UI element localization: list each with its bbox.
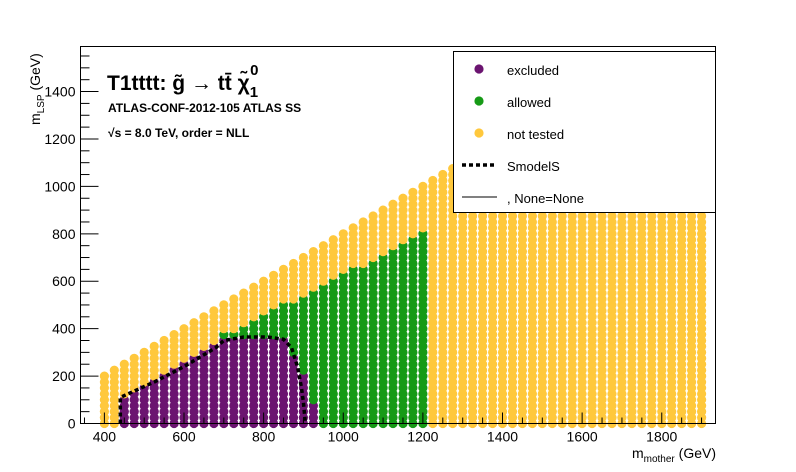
legend-marker xyxy=(474,64,484,74)
data-point xyxy=(229,294,239,304)
data-point xyxy=(308,247,318,257)
data-point xyxy=(109,365,119,375)
y-tick-label: 1200 xyxy=(44,131,75,147)
legend-label: SmodelS xyxy=(507,159,560,174)
y-tick-label: 1000 xyxy=(44,178,75,194)
y-tick-label: 400 xyxy=(52,321,76,337)
chart-title: T1tttt: g̃ → tt̄ χ̃10 xyxy=(107,62,258,101)
data-point xyxy=(278,264,289,274)
x-tick-label: 1200 xyxy=(407,429,438,445)
legend: excluded allowed not tested SmodelS , None=N… xyxy=(453,51,716,213)
data-point xyxy=(219,300,229,310)
plot-frame xyxy=(80,46,716,424)
x-tick-label: 800 xyxy=(252,429,276,445)
data-point xyxy=(328,235,338,245)
analysis-label: ATLAS-CONF-2012-105 ATLAS SS xyxy=(108,101,301,115)
data-point xyxy=(99,371,109,381)
data-point xyxy=(368,211,378,221)
y-tick-label: 0 xyxy=(68,416,76,432)
data-point xyxy=(318,241,328,251)
x-tick-label: 1600 xyxy=(567,429,598,445)
data-point xyxy=(139,347,149,357)
x-axis-ticks: 400 600 800 1000 1200 1400 1600 1800 xyxy=(83,412,703,445)
data-point xyxy=(159,335,169,346)
data-point xyxy=(259,276,269,286)
x-tick-label: 1400 xyxy=(487,429,518,445)
data-point xyxy=(418,181,428,191)
data-point xyxy=(269,270,279,280)
legend-label: , None=None xyxy=(507,191,584,206)
data-point xyxy=(149,341,159,351)
data-point xyxy=(239,288,249,298)
data-point xyxy=(428,175,438,186)
smodels-contour xyxy=(118,335,308,424)
y-axis-label: mLSP (GeV) xyxy=(27,53,47,125)
data-point xyxy=(189,318,199,328)
y-tick-label: 1400 xyxy=(44,84,75,100)
legend-marker xyxy=(474,96,484,106)
x-tick-label: 1000 xyxy=(328,429,359,445)
data-point xyxy=(438,169,448,180)
x-tick-label: 400 xyxy=(93,429,117,445)
data-point xyxy=(288,258,299,269)
data-point xyxy=(378,205,388,215)
data-point xyxy=(388,199,398,209)
data-point xyxy=(209,306,219,316)
data-point xyxy=(408,187,418,197)
data-point xyxy=(129,353,139,363)
legend-label: excluded xyxy=(507,63,559,78)
energy-label: √s = 8.0 TeV, order = NLL xyxy=(108,126,249,140)
legend-box xyxy=(453,51,716,213)
legend-label: not tested xyxy=(507,127,564,142)
y-axis-ticks: 0 200 400 600 800 1000 1200 1400 xyxy=(44,55,99,432)
y-tick-label: 800 xyxy=(52,226,76,242)
data-point xyxy=(348,223,358,233)
data-point xyxy=(249,282,259,292)
data-point xyxy=(119,359,129,369)
data-point xyxy=(199,312,209,322)
data-point xyxy=(298,252,308,263)
y-tick-label: 200 xyxy=(52,368,76,384)
x-axis-label: mmother (GeV) xyxy=(632,445,716,465)
x-tick-label: 1800 xyxy=(646,429,677,445)
legend-label: allowed xyxy=(507,95,551,110)
data-point xyxy=(179,324,189,334)
data-point xyxy=(358,217,368,227)
data-point xyxy=(398,193,408,203)
y-tick-label: 600 xyxy=(52,273,76,289)
x-tick-label: 600 xyxy=(172,429,196,445)
data-point xyxy=(338,229,348,239)
legend-marker xyxy=(474,128,484,138)
legend-items: excluded allowed not tested SmodelS , None=N… xyxy=(462,63,584,206)
data-point xyxy=(169,330,179,340)
